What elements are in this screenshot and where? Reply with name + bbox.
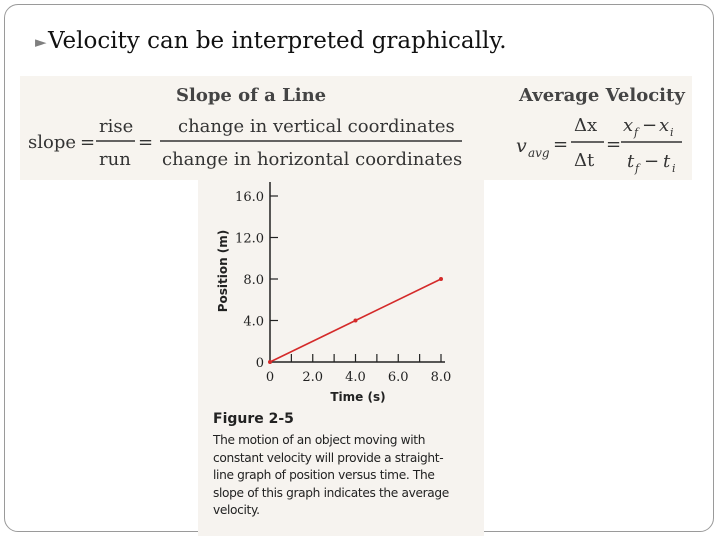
x-tick-label: 2.0 — [302, 370, 323, 385]
x-initial: x — [659, 115, 669, 136]
x-initial-sub: i — [670, 126, 674, 139]
equals-sign-1: = — [80, 132, 95, 153]
y-tick-label: 8.0 — [243, 273, 264, 288]
x-tick-label: 8.0 — [431, 370, 452, 385]
data-point — [268, 360, 272, 364]
slope-label: slope — [28, 132, 76, 153]
x-axis-label: Time (s) — [330, 390, 385, 404]
t-initial-sub: i — [672, 162, 676, 175]
avg-velocity-title: Average Velocity — [518, 85, 685, 106]
x-tick-label: 6.0 — [388, 370, 409, 385]
rise-text: rise — [99, 116, 133, 137]
x-tick-label: 4.0 — [345, 370, 366, 385]
delta-t-text: Δt — [574, 150, 595, 171]
y-tick-label: 0 — [256, 356, 264, 371]
data-point — [439, 277, 443, 281]
x-final: x — [623, 115, 633, 136]
figure-caption: The motion of an object moving with cons… — [213, 433, 449, 517]
delta-x-text: Δx — [574, 115, 597, 136]
vertical-coordinates-text: change in vertical coordinates — [178, 116, 455, 137]
t-initial: t — [663, 151, 671, 172]
t-final-sub: f — [634, 162, 641, 175]
horizontal-coordinates-text: change in horizontal coordinates — [162, 149, 462, 170]
minus-sign-1: − — [642, 115, 657, 136]
y-tick-label: 16.0 — [235, 190, 264, 205]
v-symbol: v — [516, 135, 527, 157]
figure-label: Figure 2-5 — [213, 411, 294, 427]
data-point — [353, 318, 358, 323]
y-axis-label: Position (m) — [216, 230, 230, 313]
bullet-icon: ► — [35, 33, 47, 51]
bullet-line: ► Velocity can be interpreted graphicall… — [35, 28, 507, 54]
slope-title: Slope of a Line — [176, 85, 326, 106]
bullet-text: Velocity can be interpreted graphically. — [48, 28, 507, 54]
t-final: t — [627, 151, 635, 172]
y-tick-label: 4.0 — [243, 315, 264, 330]
equals-sign-4: = — [606, 134, 621, 155]
avg-subscript: avg — [528, 146, 550, 160]
run-text: run — [99, 149, 131, 170]
x-tick-label: 0 — [266, 370, 274, 385]
figure-panel — [198, 180, 484, 536]
minus-sign-2: − — [644, 151, 659, 172]
x-final-sub: f — [633, 126, 640, 139]
formula-strip — [20, 76, 692, 180]
y-tick-label: 12.0 — [235, 232, 264, 247]
equals-sign-2: = — [138, 132, 153, 153]
equals-sign-3: = — [553, 134, 568, 155]
